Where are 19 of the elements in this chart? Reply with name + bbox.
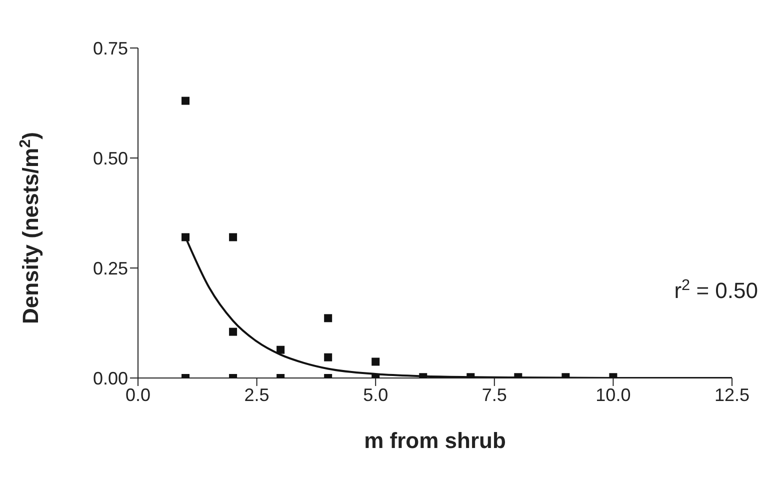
x-tick-label: 7.5 bbox=[482, 384, 507, 405]
x-tick-label: 5.0 bbox=[363, 384, 388, 405]
y-tick-label: 0.00 bbox=[92, 368, 128, 388]
point bbox=[229, 233, 238, 242]
x-tick-label: 2.5 bbox=[244, 384, 270, 405]
x-axis-title: m from shrub bbox=[364, 428, 506, 453]
x-tick-label: 12.5 bbox=[714, 384, 750, 405]
point bbox=[276, 346, 285, 354]
point bbox=[324, 353, 332, 362]
x-tick-label: 0.0 bbox=[125, 384, 151, 405]
annotation: r$^{2}$ = 0.50 bbox=[674, 276, 758, 303]
y-tick-label: 0.50 bbox=[92, 148, 128, 168]
x-tick-label: 10.0 bbox=[596, 384, 631, 405]
point bbox=[182, 233, 190, 242]
point bbox=[229, 328, 238, 336]
y-tick-label: 0.75 bbox=[92, 38, 128, 58]
point bbox=[324, 314, 332, 322]
y-tick-label: 0.25 bbox=[92, 258, 128, 278]
point bbox=[372, 358, 380, 366]
